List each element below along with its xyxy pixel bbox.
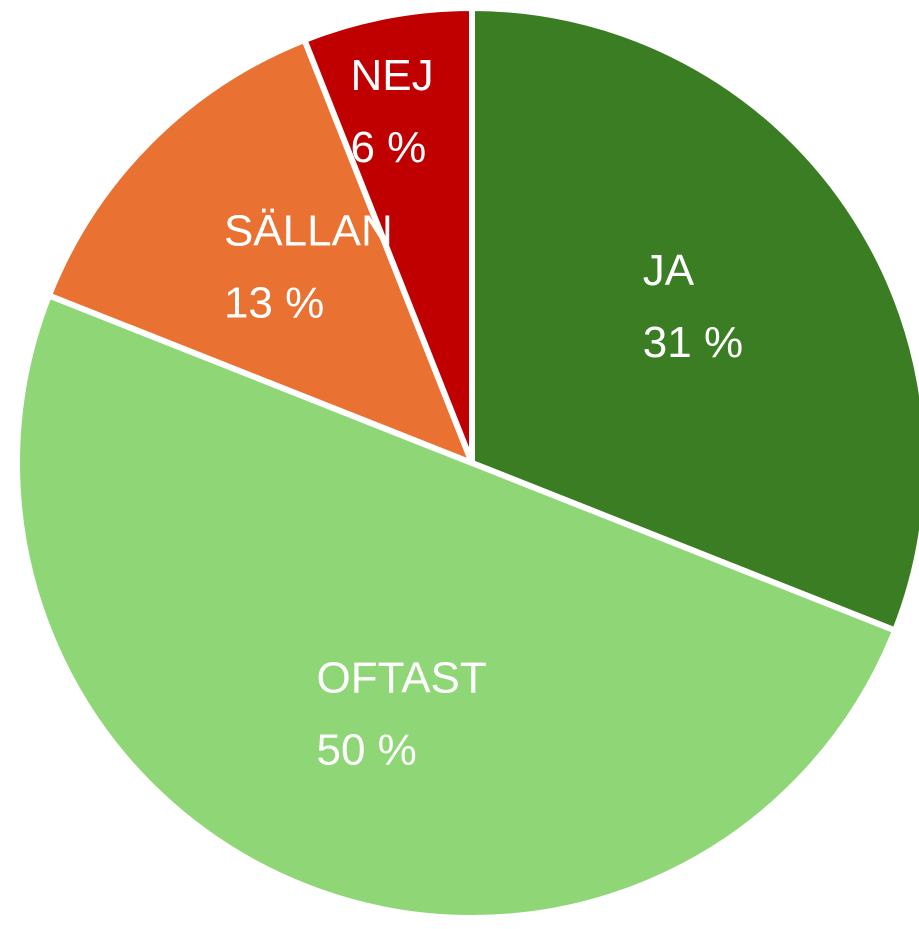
- slice-category-label: NEJ: [350, 51, 433, 100]
- slice-value-label: 31 %: [643, 318, 743, 367]
- slice-category-label: SÄLLAN: [224, 207, 393, 256]
- pie-slice: [301, 5, 475, 466]
- slice-value-label: 6 %: [350, 123, 426, 172]
- slice-category-label: JA: [643, 246, 695, 295]
- slice-value-label: 13 %: [224, 279, 324, 328]
- slice-category-label: OFTAST: [317, 653, 487, 702]
- pie-slice: [13, 292, 899, 922]
- pie-slice: [45, 36, 475, 466]
- pie-slice: [469, 5, 919, 634]
- slice-value-label: 50 %: [317, 725, 417, 774]
